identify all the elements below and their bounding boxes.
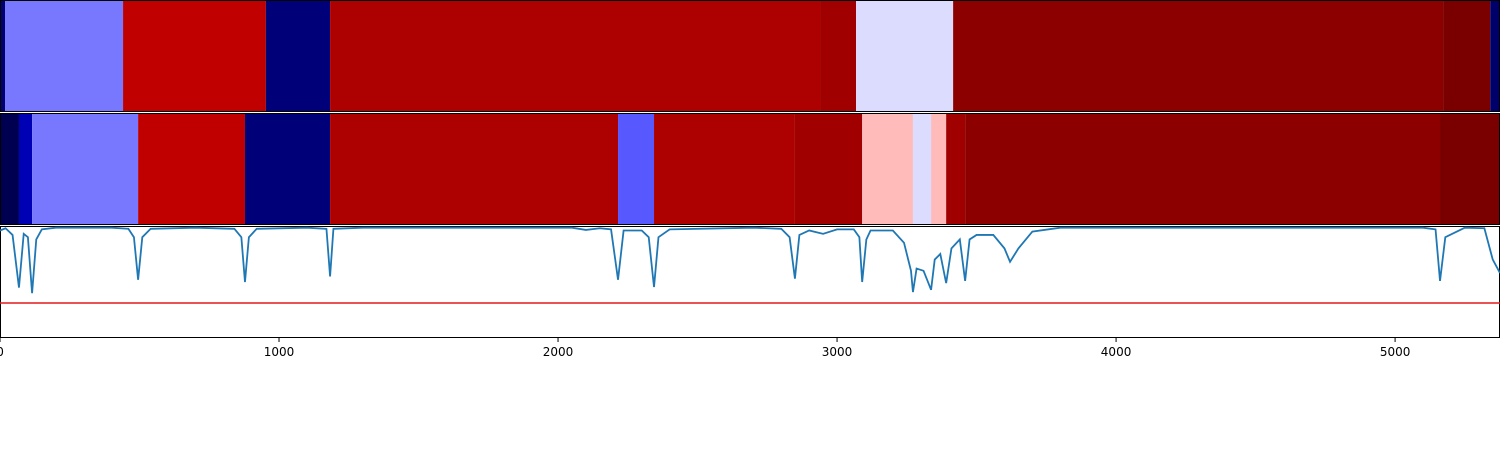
heat-segment: [946, 113, 966, 225]
heat-segment: [820, 0, 857, 112]
x-tick-label: 3000: [822, 345, 853, 359]
heat-segment: [931, 113, 947, 225]
x-tick-label: 4000: [1101, 345, 1132, 359]
heat-segment: [0, 113, 19, 225]
x-tick-label: 1000: [264, 345, 295, 359]
heat-segment: [953, 0, 1444, 112]
heat-segment: [1443, 0, 1491, 112]
heat-segment: [618, 113, 655, 225]
heat-segment: [965, 113, 1441, 225]
heat-segment: [1440, 113, 1500, 225]
heat-segment: [330, 0, 821, 112]
heat-segment: [32, 113, 139, 225]
heat-segment: [18, 113, 33, 225]
signal-line: [0, 226, 1500, 294]
x-tick-label: 0: [0, 345, 4, 359]
plot-frame: [0, 226, 1500, 338]
heat-segment: [330, 113, 619, 225]
heat-segment: [244, 113, 331, 225]
heat-segment: [654, 113, 795, 225]
heat-segment: [1490, 0, 1500, 112]
heat-segment: [123, 0, 266, 112]
heat-segment: [265, 0, 331, 112]
heat-segment: [0, 0, 6, 112]
heat-segment: [856, 0, 954, 112]
heat-segment: [5, 0, 124, 112]
heat-segment: [912, 113, 932, 225]
x-tick-label: 2000: [543, 345, 574, 359]
heat-segment: [794, 113, 863, 225]
heat-segment: [138, 113, 245, 225]
heat-segment: [862, 113, 913, 225]
x-tick-label: 5000: [1380, 345, 1411, 359]
